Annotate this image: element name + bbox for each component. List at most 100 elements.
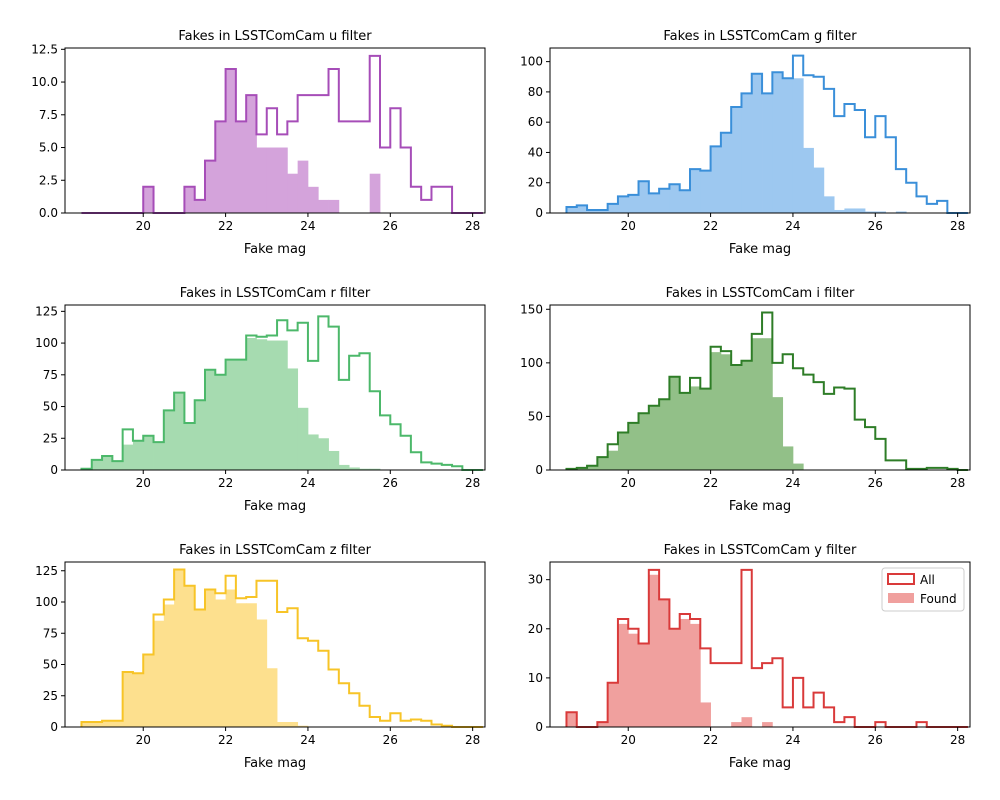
x-tick-label-g-20: 20 bbox=[621, 219, 636, 233]
found-bar-z-19 bbox=[277, 722, 288, 727]
found-bar-u-14 bbox=[225, 68, 237, 213]
found-bar-y-16 bbox=[731, 722, 742, 727]
found-bar-u-10 bbox=[184, 186, 196, 213]
found-bar-g-11 bbox=[679, 190, 691, 213]
y-tick-label-r-75: 75 bbox=[43, 368, 58, 382]
x-tick-label-u-26: 26 bbox=[383, 219, 398, 233]
found-bar-y-5 bbox=[617, 623, 629, 728]
found-bar-u-20 bbox=[287, 173, 299, 213]
found-bar-r-26 bbox=[349, 467, 360, 470]
found-bar-y-4 bbox=[607, 682, 619, 727]
found-bar-z-16 bbox=[246, 603, 257, 727]
y-tick-label-z-0: 0 bbox=[50, 720, 58, 734]
found-bar-i-20 bbox=[772, 397, 784, 470]
found-bar-i-6 bbox=[628, 422, 639, 470]
found-bar-y-0 bbox=[566, 712, 578, 727]
found-bar-g-19 bbox=[762, 93, 773, 213]
axes-frame-y bbox=[549, 561, 971, 728]
x-tick-label-i-26: 26 bbox=[868, 476, 883, 490]
x-tick-label-y-22: 22 bbox=[703, 733, 718, 747]
found-bar-z-7 bbox=[153, 620, 165, 727]
found-bar-z-9 bbox=[174, 569, 185, 727]
found-bar-z-1 bbox=[91, 722, 103, 727]
x-axis-label-g: Fake mag bbox=[729, 242, 791, 257]
panel-title-y: Fakes in LSSTComCam y filter bbox=[664, 543, 857, 558]
found-bar-y-19 bbox=[762, 722, 773, 727]
y-tick-label-y-0: 0 bbox=[535, 720, 543, 734]
x-tick-label-r-20: 20 bbox=[136, 476, 151, 490]
y-tick-label-r-50: 50 bbox=[43, 400, 58, 414]
found-bar-z-12 bbox=[205, 589, 216, 727]
panel-i: 20 22 24 26 28 0 50 100 150 Fakes in LSSTComCam i… bbox=[520, 286, 971, 514]
y-tick-label-r-0: 0 bbox=[50, 463, 58, 477]
found-bar-g-21 bbox=[782, 78, 794, 213]
found-bar-y-17 bbox=[741, 717, 753, 727]
found-bar-g-32 bbox=[895, 211, 907, 213]
x-tick-label-g-24: 24 bbox=[785, 219, 800, 233]
found-bar-r-23 bbox=[318, 438, 329, 470]
panel-title-u: Fakes in LSSTComCam u filter bbox=[178, 29, 372, 44]
y-tick-label-z-100: 100 bbox=[35, 595, 58, 609]
found-bar-i-15 bbox=[720, 354, 732, 470]
found-bar-r-10 bbox=[184, 423, 196, 470]
found-bar-i-3 bbox=[597, 457, 609, 470]
x-tick-label-r-22: 22 bbox=[218, 476, 233, 490]
found-bar-i-18 bbox=[751, 338, 763, 470]
panel-title-r: Fakes in LSSTComCam r filter bbox=[180, 286, 371, 301]
y-tick-label-r-100: 100 bbox=[35, 336, 58, 350]
found-bar-g-30 bbox=[875, 211, 886, 213]
x-tick-label-i-22: 22 bbox=[703, 476, 718, 490]
x-tick-label-u-22: 22 bbox=[218, 219, 233, 233]
found-bar-z-3 bbox=[112, 720, 124, 727]
y-tick-label-y-30: 30 bbox=[528, 573, 543, 587]
y-tick-label-i-150: 150 bbox=[520, 302, 543, 316]
found-bar-y-3 bbox=[597, 722, 609, 727]
found-bar-i-21 bbox=[782, 446, 794, 470]
found-bar-r-14 bbox=[225, 359, 237, 470]
found-bar-g-20 bbox=[772, 72, 784, 213]
found-bar-g-3 bbox=[597, 209, 609, 213]
found-bar-g-5 bbox=[617, 196, 629, 213]
found-bar-g-22 bbox=[792, 78, 804, 213]
found-bar-r-5 bbox=[132, 440, 144, 470]
found-bar-z-21 bbox=[297, 725, 309, 727]
found-bar-i-17 bbox=[741, 360, 753, 470]
found-bar-u-16 bbox=[246, 95, 257, 213]
found-bar-g-8 bbox=[648, 193, 660, 213]
axes-frame-z bbox=[64, 561, 486, 728]
found-bar-g-18 bbox=[751, 73, 763, 213]
x-tick-label-z-24: 24 bbox=[300, 733, 315, 747]
found-bar-g-2 bbox=[587, 209, 598, 213]
y-tick-label-g-40: 40 bbox=[528, 145, 543, 159]
found-bar-y-10 bbox=[669, 628, 681, 727]
found-bar-z-20 bbox=[287, 722, 299, 727]
found-bar-u-12 bbox=[205, 160, 216, 213]
x-tick-label-z-26: 26 bbox=[383, 733, 398, 747]
found-bar-r-6 bbox=[143, 435, 154, 470]
found-bar-z-11 bbox=[194, 609, 206, 727]
found-bar-r-1 bbox=[91, 459, 103, 470]
all-step-y bbox=[565, 568, 968, 728]
found-bar-i-12 bbox=[690, 386, 701, 470]
y-tick-label-u-12.5: 12.5 bbox=[31, 42, 58, 56]
found-bar-z-18 bbox=[266, 668, 278, 727]
found-bar-u-11 bbox=[194, 199, 206, 213]
y-tick-label-z-125: 125 bbox=[35, 564, 58, 578]
found-bar-r-9 bbox=[174, 392, 185, 470]
found-bar-u-21 bbox=[297, 160, 309, 213]
y-tick-label-g-0: 0 bbox=[535, 206, 543, 220]
all-step-g bbox=[565, 54, 968, 214]
found-bar-g-28 bbox=[854, 208, 866, 213]
y-tick-label-u-7.5: 7.5 bbox=[39, 108, 58, 122]
found-bar-g-4 bbox=[607, 203, 619, 213]
axes-frame-u bbox=[64, 47, 486, 214]
x-tick-label-i-28: 28 bbox=[950, 476, 965, 490]
found-bar-r-7 bbox=[153, 442, 165, 470]
found-bar-i-19 bbox=[762, 338, 773, 470]
y-tick-label-g-100: 100 bbox=[520, 55, 543, 69]
x-tick-label-y-20: 20 bbox=[621, 733, 636, 747]
found-bar-g-16 bbox=[731, 107, 742, 213]
found-bar-y-9 bbox=[659, 599, 670, 727]
y-tick-label-u-0.0: 0.0 bbox=[39, 206, 58, 220]
